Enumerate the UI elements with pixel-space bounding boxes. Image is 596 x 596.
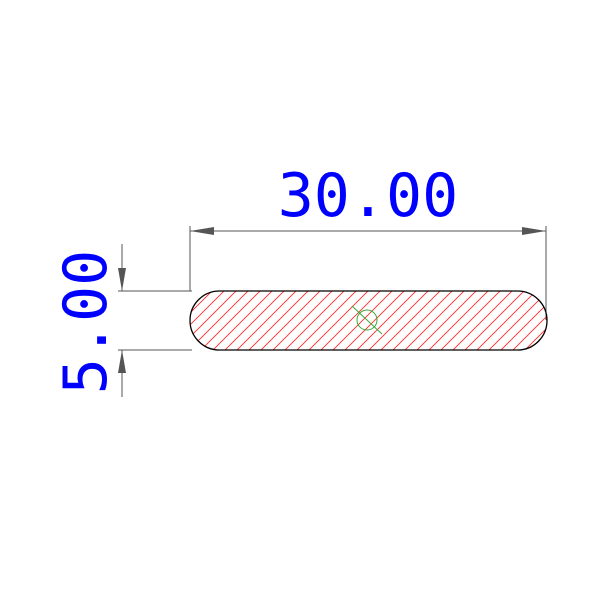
hatch-line	[437, 291, 504, 350]
slot-section	[189, 288, 596, 353]
hatch-line	[449, 291, 516, 350]
hatch-line	[221, 291, 288, 350]
hatch-line	[329, 291, 396, 350]
hatch-line	[281, 291, 348, 350]
hatch-line	[269, 291, 336, 350]
hatch-line	[209, 291, 276, 350]
hatch-line	[570, 288, 596, 353]
center-mark-circle	[356, 309, 378, 331]
hatch-line	[190, 291, 228, 350]
width-arrow-left	[190, 227, 214, 235]
hatch-line	[425, 291, 492, 350]
hatch-line	[257, 291, 324, 350]
hatch-line	[413, 291, 480, 350]
center-mark	[351, 305, 383, 335]
hatch-line	[521, 291, 547, 350]
hatch-line	[473, 291, 540, 350]
hatch-line	[509, 291, 547, 350]
section-hatching	[190, 288, 596, 353]
height-arrow-top	[118, 268, 126, 291]
hatch-line	[245, 291, 312, 350]
height-dimension: 5.00	[51, 244, 192, 397]
height-dimension-label: 5.00	[51, 250, 121, 395]
hatch-line	[197, 291, 264, 350]
hatch-line	[233, 291, 300, 350]
hatch-line	[545, 291, 547, 350]
hatch-line	[190, 291, 252, 350]
hatch-line	[293, 291, 360, 350]
width-dimension: 30.00	[189, 161, 547, 320]
hatch-line	[533, 291, 547, 350]
width-arrow-right	[522, 227, 546, 235]
hatch-line	[377, 291, 444, 350]
width-dimension-label: 30.00	[278, 161, 459, 231]
hatch-line	[190, 291, 216, 350]
hatch-line	[558, 288, 596, 353]
hatch-line	[401, 291, 468, 350]
hatch-line	[190, 291, 240, 350]
hatch-line	[461, 291, 528, 350]
hatch-line	[485, 291, 547, 350]
slot-outline	[189, 290, 548, 351]
hatch-line	[317, 291, 384, 350]
hatch-line	[389, 291, 456, 350]
hatch-line	[305, 291, 372, 350]
hatch-line	[353, 291, 420, 350]
center-mark-diagonal	[351, 305, 383, 335]
hatch-line	[365, 291, 432, 350]
hatch-line	[497, 291, 547, 350]
hatch-line	[582, 288, 596, 353]
hatch-line	[341, 291, 408, 350]
height-arrow-bottom	[118, 350, 126, 373]
